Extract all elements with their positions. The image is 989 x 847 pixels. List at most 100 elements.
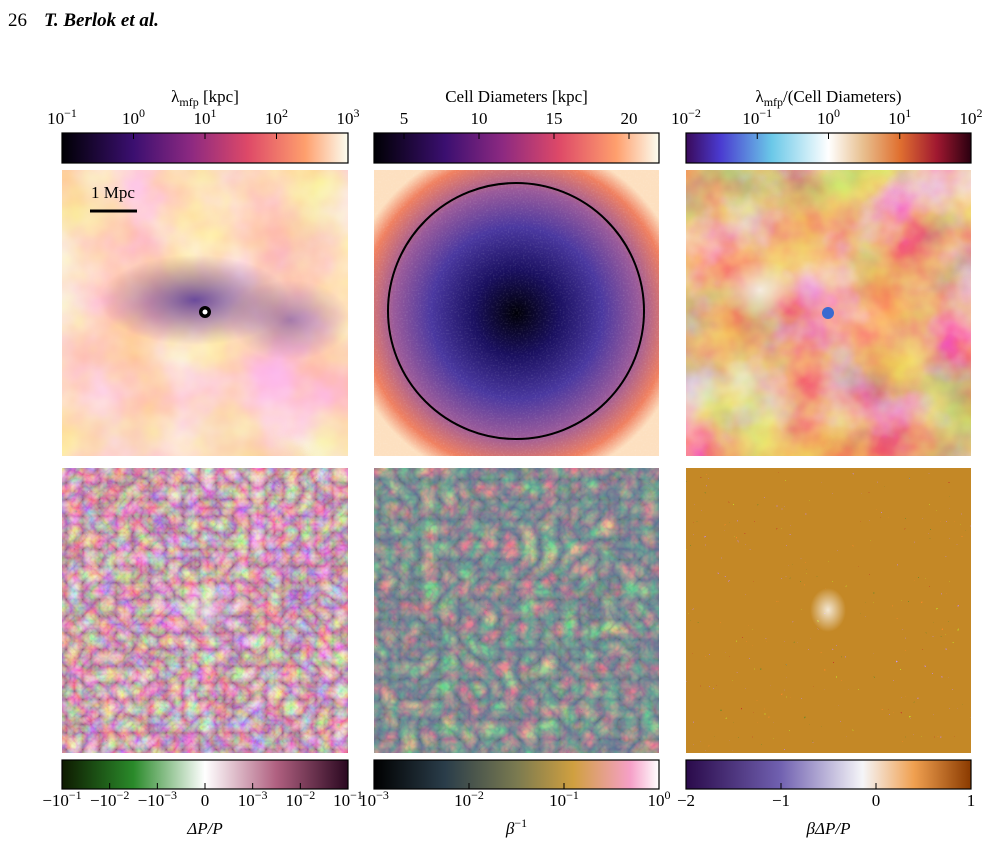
tick-label-base: 10 [122, 109, 139, 128]
tick-label: 10−3 [238, 788, 268, 810]
scale-bar-label: 1 Mpc [91, 183, 135, 202]
label-part: mfp [764, 95, 783, 109]
tick-label-exponent: 1 [905, 106, 911, 120]
panel-pressure-anisotropy [62, 468, 348, 753]
tick-label: 100 [817, 106, 840, 128]
tick-label: 0 [872, 791, 881, 810]
tick-label-base: 10 [194, 109, 211, 128]
colorbar-label: Cell Diameters [kpc] [445, 87, 588, 106]
label-part: λ [171, 87, 180, 106]
colorbar-label: βΔP/P [806, 819, 851, 838]
tick-label-base: 10 [671, 109, 688, 128]
tick-label-exponent: −2 [302, 788, 315, 802]
tick-label: 101 [194, 106, 217, 128]
label-part: βΔP/P [806, 819, 851, 838]
tick-label-base: 10 [960, 109, 977, 128]
colorbar-label: λmfp/(Cell Diameters) [755, 87, 901, 109]
tick-label-base: 10 [471, 109, 488, 128]
tick-label: 1 [967, 791, 976, 810]
tick-label-exponent: 0 [834, 106, 840, 120]
tick-label: 10 [471, 109, 488, 128]
tick-label: 20 [621, 109, 638, 128]
tick-label-base: 10 [817, 109, 834, 128]
tick-label-base: 10 [285, 791, 302, 810]
tick-label: 103 [337, 106, 360, 128]
tick-label-base: 20 [621, 109, 638, 128]
tick-label-base: −10 [42, 791, 69, 810]
tick-label-exponent: −2 [688, 106, 701, 120]
tick-label: 15 [546, 109, 563, 128]
tick-label-exponent: 3 [354, 106, 360, 120]
tick-label: 10−1 [333, 788, 363, 810]
colorbar [685, 759, 972, 790]
tick-label-base: 10 [888, 109, 905, 128]
tick-label-exponent: −2 [471, 788, 484, 802]
tick-label-base: −2 [677, 791, 695, 810]
tick-label-base: 10 [333, 791, 350, 810]
tick-label-base: 1 [967, 791, 976, 810]
tick-label-exponent: −3 [376, 788, 389, 802]
tick-label-base: −10 [138, 791, 165, 810]
tick-label-base: 10 [454, 791, 471, 810]
tick-label: 10−2 [454, 788, 484, 810]
label-part: /(Cell Diameters) [783, 87, 902, 106]
tick-label-exponent: 2 [977, 106, 983, 120]
tick-label-base: 0 [201, 791, 210, 810]
label-part: ΔP/P [186, 819, 222, 838]
tick-label-base: 10 [47, 109, 64, 128]
tick-label: 101 [888, 106, 911, 128]
tick-label: 10−3 [359, 788, 389, 810]
panel-inverse-beta [374, 468, 659, 753]
tick-label-exponent: 2 [282, 106, 288, 120]
tick-label-exponent: −2 [117, 788, 130, 802]
tick-label-exponent: −1 [69, 788, 82, 802]
tick-label: 10−1 [742, 106, 772, 128]
tick-label-base: 10 [742, 109, 759, 128]
colorbar-label: β−1 [505, 816, 527, 838]
label-part: [kpc] [199, 87, 239, 106]
colorbar [373, 759, 660, 790]
tick-label: 5 [400, 109, 409, 128]
tick-label-exponent: −1 [566, 788, 579, 802]
tick-label-base: 10 [549, 791, 566, 810]
label-part: Cell Diameters [kpc] [445, 87, 588, 106]
tick-label: 102 [960, 106, 983, 128]
tick-label: −2 [677, 791, 695, 810]
tick-label: 100 [648, 788, 671, 810]
tick-label-base: 5 [400, 109, 409, 128]
tick-label: 0 [201, 791, 210, 810]
tick-label: 102 [265, 106, 288, 128]
tick-label: 10−2 [285, 788, 315, 810]
tick-label: −10−1 [42, 788, 81, 810]
colorbar-label: ΔP/P [186, 819, 222, 838]
tick-label-base: 10 [265, 109, 282, 128]
tick-label-exponent: 0 [139, 106, 145, 120]
tick-label-exponent: −3 [164, 788, 177, 802]
tick-label-base: 10 [648, 791, 665, 810]
tick-label-base: −1 [772, 791, 790, 810]
running-head: T. Berlok et al. [44, 10, 159, 31]
label-part: mfp [179, 95, 198, 109]
panel-beta-pressure [686, 468, 971, 753]
tick-label: 10−2 [671, 106, 701, 128]
tick-label-base: 0 [872, 791, 881, 810]
tick-label: −1 [772, 791, 790, 810]
tick-label-exponent: 1 [211, 106, 217, 120]
tick-label-exponent: −1 [759, 106, 772, 120]
tick-label-exponent: −1 [64, 106, 77, 120]
label-part: λ [755, 87, 764, 106]
tick-label: −10−3 [138, 788, 177, 810]
label-part: −1 [514, 816, 527, 830]
colorbar [373, 132, 660, 164]
tick-label: −10−2 [90, 788, 129, 810]
tick-label-base: 10 [238, 791, 255, 810]
panel-lambda-ratio [686, 170, 971, 456]
tick-label-exponent: 0 [665, 788, 671, 802]
tick-label: 10−1 [47, 106, 77, 128]
tick-label-exponent: −1 [350, 788, 363, 802]
page-number: 26 [8, 10, 27, 31]
tick-label-exponent: −3 [255, 788, 268, 802]
panel-lambda-mfp: 1 Mpc [62, 170, 350, 456]
tick-label-base: 10 [337, 109, 354, 128]
